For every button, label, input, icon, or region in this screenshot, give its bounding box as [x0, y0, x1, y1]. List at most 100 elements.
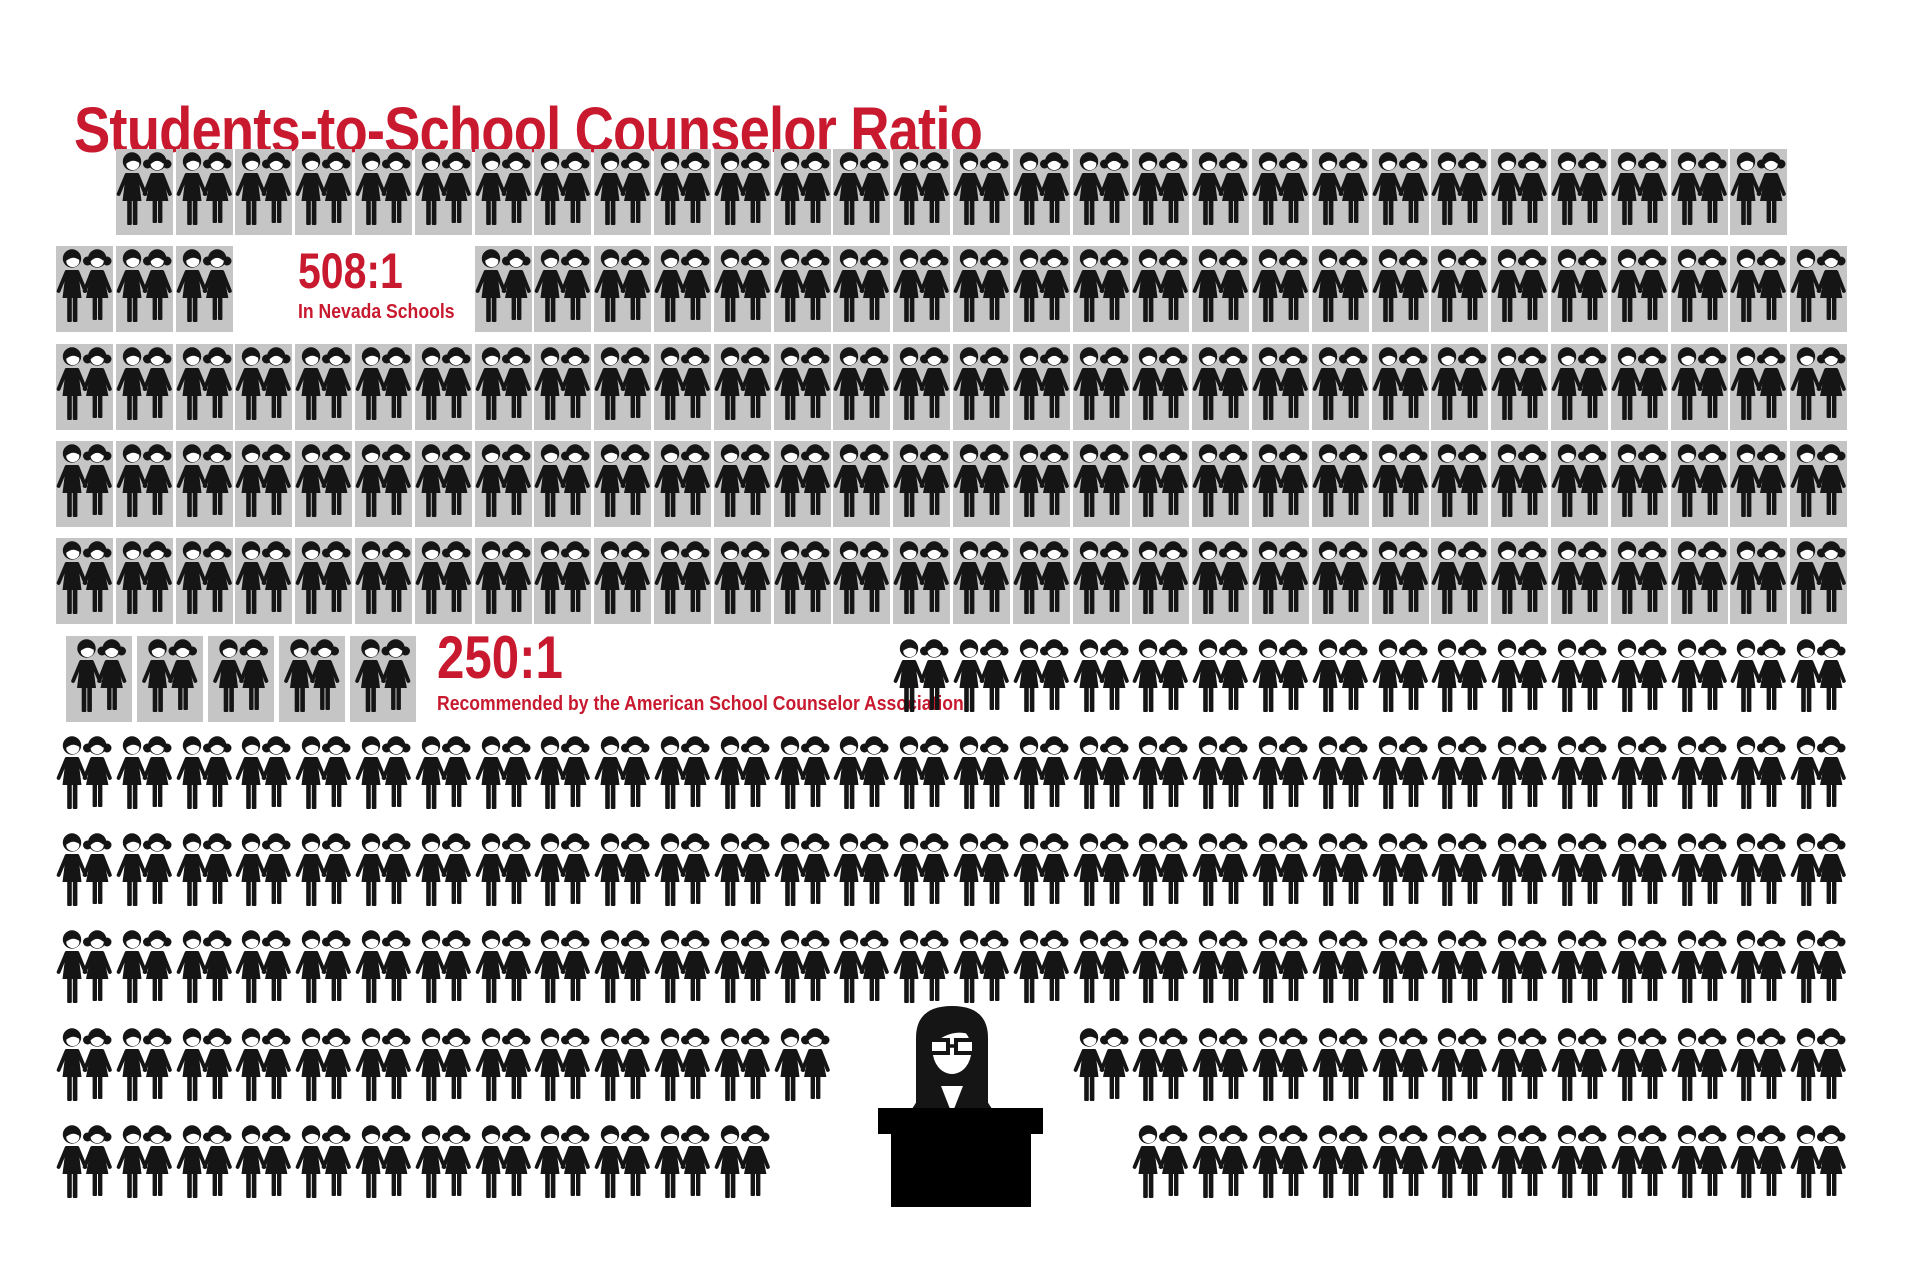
student-pair-icon	[1013, 927, 1070, 1013]
student-pair-icon	[1372, 1122, 1429, 1208]
student-pair-icon	[1790, 636, 1847, 722]
student-pair-icon	[176, 830, 233, 916]
student-pair-icon	[833, 344, 890, 430]
student-pair-icon	[1192, 733, 1249, 819]
student-pair-icon	[1372, 636, 1429, 722]
student-pair-icon	[654, 538, 711, 624]
student-pair-icon	[56, 344, 113, 430]
student-pair-icon	[1372, 830, 1429, 916]
student-pair-icon	[1730, 927, 1787, 1013]
student-pair-icon	[1551, 441, 1608, 527]
student-pair-icon	[1611, 246, 1668, 332]
student-pair-icon	[1730, 246, 1787, 332]
student-pair-icon	[1132, 830, 1189, 916]
student-pair-icon	[1491, 344, 1548, 430]
student-pair-icon	[534, 246, 591, 332]
nevada-ratio-label: 508:1 In Nevada Schools	[298, 246, 476, 322]
student-pair-icon	[1730, 1122, 1787, 1208]
student-pair-icon	[116, 538, 173, 624]
student-pair-icon	[1790, 538, 1847, 624]
student-pair-icon	[1551, 246, 1608, 332]
student-pair-icon	[1312, 344, 1369, 430]
student-pair-icon	[176, 246, 233, 332]
student-pair-icon	[475, 830, 532, 916]
student-pair-icon	[1192, 149, 1249, 235]
student-pair-icon	[594, 830, 651, 916]
student-pair-icon	[953, 441, 1010, 527]
student-pair-icon	[1491, 1025, 1548, 1111]
student-pair-icon	[56, 246, 113, 332]
student-pair-icon	[1252, 344, 1309, 430]
student-pair-icon	[953, 538, 1010, 624]
student-pair-icon	[415, 927, 472, 1013]
student-pair-icon	[1730, 441, 1787, 527]
student-pair-icon	[176, 733, 233, 819]
student-pair-icon	[893, 636, 950, 722]
student-pair-icon	[953, 830, 1010, 916]
student-pair-icon	[176, 538, 233, 624]
student-pair-icon	[475, 441, 532, 527]
student-pair-icon	[714, 733, 771, 819]
student-pair-icon	[833, 830, 890, 916]
student-pair-icon	[1431, 636, 1488, 722]
student-pair-icon	[56, 927, 113, 1013]
student-pair-icon	[176, 1122, 233, 1208]
student-pair-icon	[116, 927, 173, 1013]
student-pair-icon	[116, 830, 173, 916]
student-pair-icon	[1252, 927, 1309, 1013]
student-pair-icon	[893, 149, 950, 235]
student-pair-icon	[415, 441, 472, 527]
student-pair-icon	[654, 344, 711, 430]
student-pair-icon	[66, 636, 132, 722]
student-pair-icon	[534, 149, 591, 235]
student-pair-icon	[1491, 246, 1548, 332]
student-pair-icon	[176, 441, 233, 527]
student-pair-icon	[475, 344, 532, 430]
student-pair-icon	[1671, 441, 1728, 527]
student-pair-icon	[1252, 246, 1309, 332]
student-pair-icon	[1192, 246, 1249, 332]
student-pair-icon	[1132, 1025, 1189, 1111]
student-pair-icon	[953, 246, 1010, 332]
student-pair-icon	[355, 733, 412, 819]
student-pair-icon	[1491, 733, 1548, 819]
student-pair-icon	[1013, 441, 1070, 527]
student-pair-icon	[116, 344, 173, 430]
student-pair-icon	[1312, 538, 1369, 624]
student-pair-icon	[594, 441, 651, 527]
student-pair-icon	[714, 1122, 771, 1208]
student-pair-icon	[1671, 538, 1728, 624]
student-pair-icon	[1671, 149, 1728, 235]
student-pair-icon	[1312, 927, 1369, 1013]
student-pair-icon	[833, 927, 890, 1013]
student-pair-icon	[594, 344, 651, 430]
student-pair-icon	[1312, 149, 1369, 235]
student-pair-icon	[893, 927, 950, 1013]
student-pair-icon	[1671, 1025, 1728, 1111]
student-pair-icon	[208, 636, 274, 722]
student-pair-icon	[235, 830, 292, 916]
student-pair-icon	[355, 149, 412, 235]
student-pair-icon	[1372, 927, 1429, 1013]
student-pair-icon	[953, 636, 1010, 722]
student-pair-icon	[1790, 1025, 1847, 1111]
student-pair-icon	[415, 1025, 472, 1111]
student-pair-icon	[833, 733, 890, 819]
student-pair-icon	[774, 830, 831, 916]
student-pair-icon	[295, 1025, 352, 1111]
student-pair-icon	[295, 344, 352, 430]
student-pair-icon	[1611, 636, 1668, 722]
student-pair-icon	[279, 636, 345, 722]
student-pair-icon	[1372, 344, 1429, 430]
student-pair-icon	[1073, 149, 1130, 235]
student-pair-icon	[1252, 1122, 1309, 1208]
student-pair-icon	[295, 927, 352, 1013]
student-pair-icon	[1132, 441, 1189, 527]
student-pair-icon	[1192, 1025, 1249, 1111]
student-pair-icon	[1551, 733, 1608, 819]
student-pair-icon	[56, 1122, 113, 1208]
student-pair-icon	[235, 1122, 292, 1208]
student-pair-icon	[1312, 830, 1369, 916]
student-pair-icon	[1013, 538, 1070, 624]
